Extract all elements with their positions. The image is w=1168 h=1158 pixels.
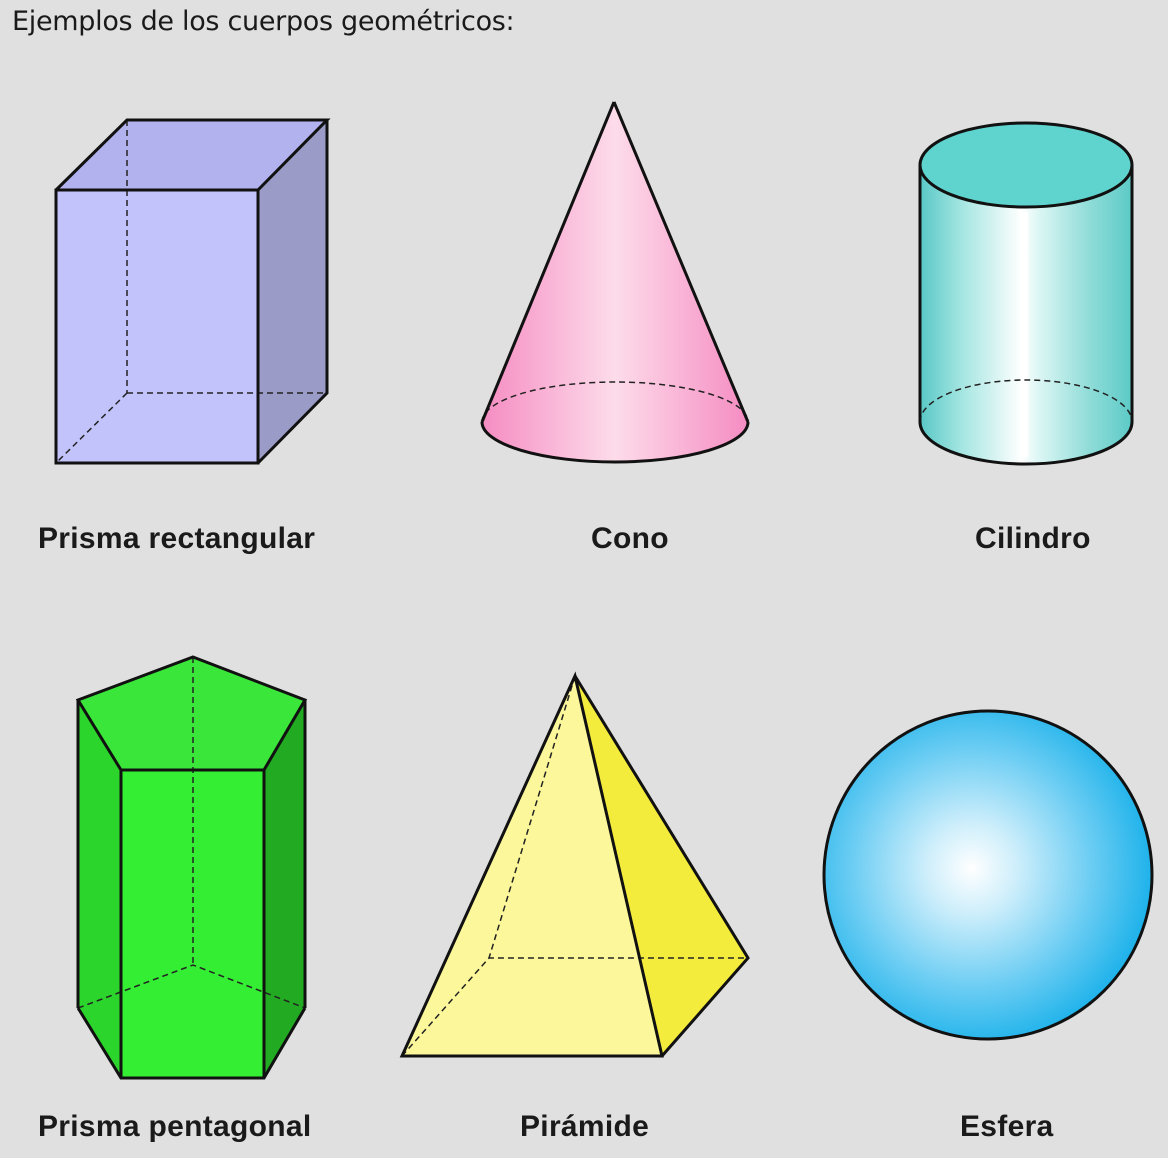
- pyramid-icon: [399, 671, 750, 1058]
- label-esfera: Esfera: [960, 1110, 1054, 1143]
- pentagonal-prism-icon: [75, 655, 308, 1080]
- label-prisma-rectangular: Prisma rectangular: [38, 522, 316, 555]
- label-cono: Cono: [591, 522, 669, 555]
- cylinder-icon: [918, 121, 1134, 466]
- rectangular-prism-icon: [54, 118, 331, 465]
- label-piramide: Pirámide: [520, 1110, 650, 1143]
- page-title: Ejemplos de los cuerpos geométricos:: [12, 6, 515, 37]
- cone-icon: [480, 101, 750, 464]
- sphere-icon: [822, 709, 1154, 1041]
- label-prisma-pentagonal: Prisma pentagonal: [38, 1110, 312, 1143]
- label-cilindro: Cilindro: [975, 522, 1091, 555]
